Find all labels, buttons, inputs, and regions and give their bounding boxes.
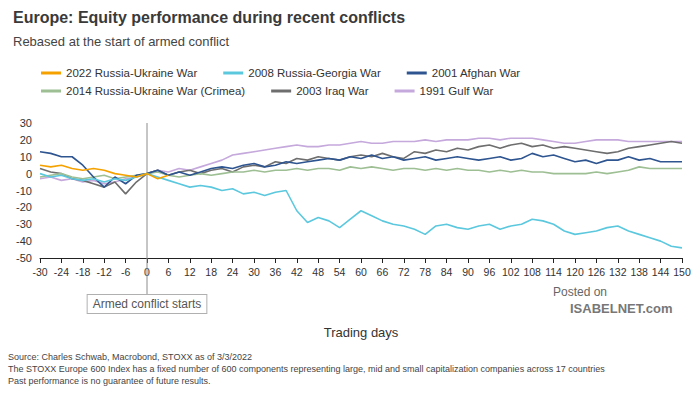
svg-text:90: 90 (462, 266, 474, 278)
svg-text:6: 6 (165, 266, 171, 278)
svg-text:-20: -20 (16, 201, 32, 213)
svg-text:ISABELNET.com: ISABELNET.com (570, 301, 673, 316)
svg-text:-24: -24 (54, 266, 69, 278)
svg-text:-12: -12 (97, 266, 112, 278)
svg-text:Europe: Equity performance dur: Europe: Equity performance during recent… (13, 9, 405, 26)
svg-text:-30: -30 (16, 218, 32, 230)
svg-text:2022 Russia-Ukraine War: 2022 Russia-Ukraine War (66, 67, 197, 79)
svg-text:114: 114 (545, 266, 562, 278)
svg-text:Posted on: Posted on (553, 285, 607, 299)
svg-text:30: 30 (248, 266, 260, 278)
svg-text:-50: -50 (16, 252, 32, 264)
svg-text:108: 108 (523, 266, 541, 278)
svg-text:54: 54 (334, 266, 346, 278)
svg-text:0: 0 (26, 168, 32, 180)
svg-text:102: 102 (502, 266, 520, 278)
svg-text:-6: -6 (121, 266, 130, 278)
svg-text:84: 84 (441, 266, 453, 278)
svg-text:66: 66 (377, 266, 389, 278)
svg-text:18: 18 (205, 266, 217, 278)
svg-text:Trading days: Trading days (324, 325, 399, 340)
svg-text:Past performance is no guarant: Past performance is no guarantee of futu… (8, 376, 211, 386)
svg-text:Source: Charles Schwab, Macrob: Source: Charles Schwab, Macrobond, STOXX… (8, 352, 252, 362)
svg-text:2008 Russia-Georgia War: 2008 Russia-Georgia War (248, 67, 381, 79)
svg-text:1991 Gulf War: 1991 Gulf War (420, 85, 494, 97)
svg-text:Rebased at the start of armed: Rebased at the start of armed conflict (13, 34, 229, 49)
svg-text:132: 132 (609, 266, 627, 278)
svg-text:2014 Russia-Ukraine War (Crime: 2014 Russia-Ukraine War (Crimea) (66, 85, 245, 97)
svg-text:Armed conflict starts: Armed conflict starts (93, 297, 202, 311)
svg-text:126: 126 (588, 266, 606, 278)
svg-text:30: 30 (20, 117, 32, 129)
svg-text:2001 Afghan War: 2001 Afghan War (432, 67, 521, 79)
svg-text:48: 48 (312, 266, 324, 278)
svg-text:-40: -40 (16, 235, 32, 247)
svg-text:150: 150 (673, 266, 691, 278)
svg-text:20: 20 (20, 134, 32, 146)
svg-text:-30: -30 (32, 266, 47, 278)
svg-text:96: 96 (484, 266, 496, 278)
svg-text:24: 24 (227, 266, 239, 278)
svg-text:The STOXX Europe 600 Index has: The STOXX Europe 600 Index has a fixed n… (8, 364, 605, 374)
svg-text:0: 0 (144, 265, 150, 278)
svg-text:42: 42 (291, 266, 303, 278)
svg-text:144: 144 (652, 266, 670, 278)
svg-text:2003 Iraq War: 2003 Iraq War (296, 85, 369, 97)
svg-text:78: 78 (419, 266, 431, 278)
svg-text:36: 36 (270, 266, 282, 278)
svg-text:12: 12 (184, 266, 196, 278)
svg-text:10: 10 (20, 151, 32, 163)
svg-text:138: 138 (630, 266, 648, 278)
svg-text:120: 120 (566, 266, 584, 278)
svg-text:-10: -10 (16, 185, 32, 197)
svg-text:72: 72 (398, 266, 410, 278)
svg-text:-18: -18 (75, 266, 90, 278)
svg-text:60: 60 (355, 266, 367, 278)
